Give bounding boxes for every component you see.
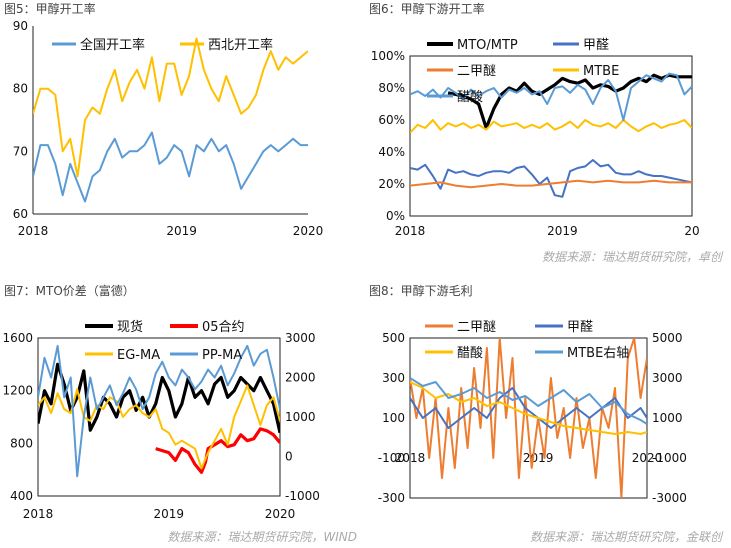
legend-label: 现货 [117, 319, 143, 335]
y-right-tick-label: 1000 [652, 411, 683, 425]
chart-source-7: 数据来源：瑞达期货研究院，WIND [167, 530, 357, 544]
legend-label: 甲醛 [583, 37, 609, 53]
y-tick-label: 70 [13, 144, 28, 158]
y-tick-label: 60 [13, 207, 28, 221]
series-line [410, 119, 692, 134]
chart-svg-7: 400 800 1200 1600 -1000 0 1000 2000 3000 2018 2019… [2, 319, 320, 521]
chart-source-8: 数据来源：瑞达期货研究院，金联创 [529, 530, 722, 544]
series-line [410, 159, 692, 198]
y-tick-label: 500 [382, 331, 405, 345]
chart-panel-7: 图7：MTO价差（富德） 400 800 1200 1600 -1000 0 1000 200… [0, 274, 365, 548]
chart-title-7: 图7：MTO价差（富德） [4, 284, 135, 298]
y-right-tick-label: 3000 [285, 331, 316, 345]
series-line [38, 384, 280, 470]
y-tick-label: 300 [382, 371, 405, 385]
legend-label: MTBE [583, 64, 619, 79]
y-tick-label: -100 [378, 451, 405, 465]
chart-title-6: 图6：甲醇下游开工率 [369, 2, 485, 16]
y-right-tick-label: 0 [285, 450, 293, 464]
x-tick-label: 2019 [154, 507, 185, 521]
y-tick-label: 100 [382, 411, 405, 425]
y-tick-label: 1200 [2, 384, 33, 398]
legend-label: EG-MA [117, 348, 160, 363]
x-tick-label: 2020 [632, 451, 663, 465]
series-line [447, 73, 692, 130]
x-tick-label: 2019 [523, 451, 554, 465]
chart-panel-6: 图6：甲醇下游开工率 0% 20% 40% 60% 80% 100% 2018 2019 20 M… [365, 0, 730, 274]
legend-label: 05合约 [202, 320, 245, 335]
legend-label: MTBE右轴 [567, 346, 629, 361]
y-tick-label: 1600 [2, 331, 33, 345]
legend-label: 西北开工率 [208, 37, 273, 53]
y-right-tick-label: -3000 [652, 491, 687, 505]
chart-source-6: 数据来源：瑞达期货研究院，卓创 [541, 250, 722, 264]
chart-panel-5: 图5：甲醇开工率 60 70 80 90 2018 2019 2020 全国开工率 西北开工率 [0, 0, 365, 274]
legend-label: 二甲醚 [457, 320, 496, 335]
x-tick-label: 2018 [18, 224, 49, 238]
series-line [410, 387, 647, 429]
chart-title-8: 图8：甲醇下游毛利 [369, 284, 473, 298]
y-right-tick-label: 3000 [652, 371, 683, 385]
series-line [410, 381, 647, 435]
chart-title-5: 图5：甲醇开工率 [4, 2, 96, 16]
series-line [33, 131, 308, 203]
x-tick-label: 2019 [547, 224, 578, 238]
y-tick-label: 800 [10, 436, 33, 450]
series-line [410, 338, 647, 498]
y-right-tick-label: -1000 [652, 451, 687, 465]
y-tick-label: 90 [13, 19, 28, 33]
x-tick-label: 2020 [265, 507, 296, 521]
y-right-tick-label: 2000 [285, 371, 316, 385]
series-line [410, 377, 647, 425]
legend-label: 醋酸 [457, 89, 483, 105]
x-tick-label: 2018 [395, 224, 426, 238]
series-line [33, 37, 308, 178]
x-tick-label: 2019 [166, 224, 197, 238]
y-tick-label: 80% [378, 81, 405, 95]
y-right-tick-label: 5000 [652, 331, 683, 345]
legend-label: 甲醛 [567, 319, 593, 335]
series-line [410, 179, 692, 189]
series-line [155, 427, 280, 474]
legend-label: 醋酸 [457, 345, 483, 361]
legend-label: 全国开工率 [80, 37, 145, 53]
y-tick-label: 80 [13, 82, 28, 96]
y-tick-label: 40% [378, 145, 405, 159]
chart-panel-8: 图8：甲醇下游毛利 -300 -100 100 300 500 -3000 -1000 100… [365, 274, 730, 548]
legend-label: PP-MA [202, 348, 242, 363]
legend-label: 二甲醚 [457, 64, 496, 79]
y-tick-label: 60% [378, 113, 405, 127]
x-tick-label: 2020 [293, 224, 324, 238]
x-tick-label: 2018 [23, 507, 54, 521]
y-tick-label: 0% [386, 209, 405, 223]
chart-svg-5: 60 70 80 90 2018 2019 2020 全国开工率 西北开工率 [13, 19, 324, 238]
series-line [38, 344, 280, 478]
plot-frame [409, 337, 648, 499]
x-tick-label: 20 [684, 224, 699, 238]
y-tick-label: 400 [10, 489, 33, 503]
x-tick-label: 2018 [395, 451, 426, 465]
y-tick-label: -300 [378, 491, 405, 505]
plot-frame [409, 55, 693, 217]
y-tick-label: 20% [378, 177, 405, 191]
legend-label: MTO/MTP [457, 38, 518, 53]
y-right-tick-label: 1000 [285, 410, 316, 424]
y-right-tick-label: -1000 [285, 489, 320, 503]
series-line [410, 72, 692, 121]
y-tick-label: 100% [371, 49, 405, 63]
chart-svg-8: -300 -100 100 300 500 -3000 -1000 1000 3000 5000 2… [378, 319, 687, 505]
chart-svg-6: 0% 20% 40% 60% 80% 100% 2018 2019 20 MTO/MTP 甲醛二甲醚… [371, 37, 700, 238]
